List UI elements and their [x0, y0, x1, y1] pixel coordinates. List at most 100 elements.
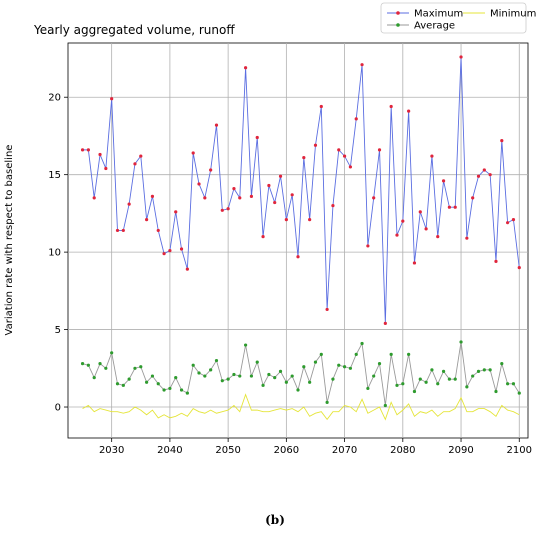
data-point-maximum [220, 208, 224, 212]
data-point-average [517, 391, 521, 395]
data-point-average [337, 363, 341, 367]
legend-marker-average [396, 23, 400, 27]
data-point-maximum [104, 166, 108, 171]
data-point-maximum [511, 217, 516, 222]
data-point-maximum [296, 255, 300, 259]
data-point-average [360, 341, 364, 346]
data-point-average [476, 369, 481, 373]
data-point-average [506, 382, 510, 386]
y-tick-label: 0 [55, 403, 61, 414]
data-point-average [226, 377, 230, 381]
data-point-average [110, 351, 114, 355]
data-point-average [98, 362, 102, 366]
data-point-maximum [325, 307, 329, 312]
data-point-maximum [500, 138, 504, 143]
legend-label-minimum: Minimum [490, 9, 536, 20]
x-tick-label: 2030 [99, 445, 124, 456]
data-point-average [459, 340, 463, 344]
data-point-average [156, 382, 160, 386]
y-tick-label: 10 [48, 248, 61, 259]
data-point-average [453, 377, 457, 381]
data-point-average [447, 377, 451, 381]
data-point-maximum [407, 109, 411, 113]
data-point-maximum [319, 104, 323, 109]
data-point-average [162, 388, 166, 392]
legend: Maximum Minimum Average [380, 2, 536, 34]
data-point-average [121, 383, 125, 387]
data-point-maximum [278, 174, 283, 178]
data-point-average [284, 380, 288, 384]
data-point-average [511, 382, 516, 386]
data-point-average [261, 383, 265, 387]
data-point-maximum [313, 143, 318, 147]
data-point-average [389, 352, 393, 356]
data-point-maximum [150, 194, 155, 198]
plot-area [67, 42, 529, 439]
data-point-maximum [494, 259, 498, 264]
x-tick-label: 2080 [390, 445, 415, 456]
data-point-average [127, 377, 131, 381]
data-point-maximum [127, 202, 131, 206]
data-point-average [418, 377, 422, 381]
data-point-average [203, 374, 207, 378]
data-point-maximum [209, 168, 213, 172]
data-point-maximum [168, 248, 172, 253]
data-point-maximum [110, 97, 114, 101]
data-point-average [185, 391, 189, 395]
data-point-average [482, 368, 486, 372]
series-group [80, 55, 521, 421]
data-point-maximum [98, 152, 102, 157]
data-point-maximum [302, 156, 306, 160]
data-point-average [372, 374, 376, 378]
data-point-average [308, 380, 312, 384]
data-point-average [267, 372, 271, 377]
data-point-maximum [424, 227, 428, 231]
data-point-maximum [284, 217, 288, 222]
data-point-maximum [465, 236, 469, 240]
data-point-maximum [290, 193, 294, 197]
data-point-average [401, 382, 405, 386]
data-point-maximum [395, 233, 399, 237]
data-point-average [424, 380, 428, 384]
data-point-maximum [226, 207, 230, 211]
data-point-average [191, 363, 195, 367]
data-point-average [436, 382, 440, 386]
data-point-average [209, 368, 213, 372]
data-point-average [313, 360, 318, 364]
data-point-maximum [401, 219, 405, 223]
series-line-average [82, 341, 520, 406]
data-point-maximum [191, 151, 195, 155]
data-point-average [348, 366, 353, 370]
data-point-maximum [86, 148, 90, 152]
data-point-average [92, 375, 96, 380]
data-point-average [278, 369, 283, 373]
data-point-average [150, 374, 155, 378]
data-point-average [290, 374, 294, 378]
data-point-average [174, 375, 178, 380]
data-point-average [115, 382, 120, 386]
x-tick-label: 2070 [332, 445, 357, 456]
data-point-maximum [418, 210, 422, 214]
data-point-average [342, 365, 347, 369]
data-point-maximum [342, 154, 347, 158]
data-point-maximum [389, 104, 393, 109]
data-point-average [377, 362, 382, 366]
data-point-maximum [156, 228, 160, 233]
x-tick-label: 2100 [507, 445, 532, 456]
data-point-maximum [471, 196, 475, 200]
data-point-average [500, 362, 504, 366]
data-point-average [80, 362, 85, 366]
data-point-maximum [517, 266, 521, 270]
data-point-maximum [436, 235, 440, 239]
grid [68, 43, 528, 438]
data-point-maximum [232, 187, 236, 191]
data-point-maximum [238, 196, 242, 200]
data-point-average [430, 368, 434, 372]
data-point-average [412, 389, 417, 394]
data-point-maximum [506, 221, 510, 225]
data-point-maximum [92, 196, 96, 200]
data-point-maximum [331, 204, 335, 208]
data-point-maximum [243, 66, 248, 70]
data-point-average [168, 386, 172, 391]
data-point-average [354, 352, 358, 356]
